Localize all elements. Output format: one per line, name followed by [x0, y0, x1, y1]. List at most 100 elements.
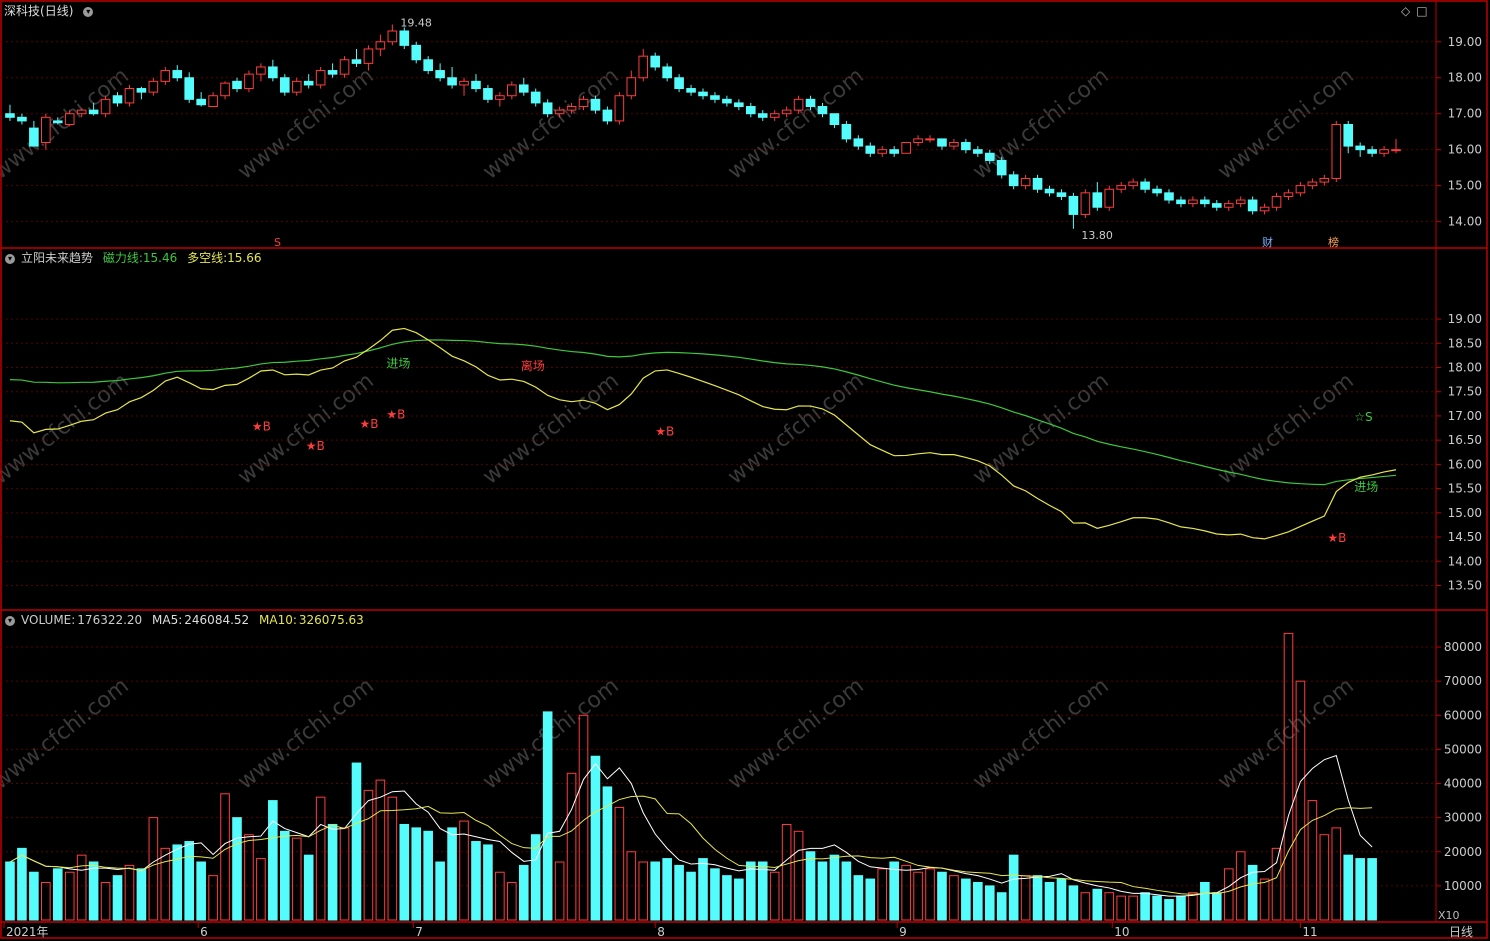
line2-label: 多空线:	[187, 251, 228, 265]
candle-body	[315, 70, 326, 86]
ma5-label: MA5:	[152, 613, 183, 627]
volume-bar	[829, 854, 840, 921]
volume-bar	[1295, 680, 1306, 921]
volume-bar	[1116, 895, 1127, 921]
candle-body	[17, 116, 27, 122]
watermark-text: www.cfchi.com	[1213, 673, 1358, 794]
line1-value: 15.46	[142, 251, 178, 265]
volume-label: VOLUME:	[21, 613, 76, 627]
volume-bar	[88, 861, 99, 921]
volume-bar	[76, 854, 87, 921]
volume-bar	[483, 844, 493, 921]
volume-bar	[495, 871, 505, 921]
candle-body	[1104, 188, 1115, 208]
signal-S: ☆S	[1354, 410, 1372, 424]
indicator-header: ▾ 立阳未来趋势 磁力线:15.46 多空线:15.66	[5, 251, 267, 265]
indicator-tick-label: 19.00	[1448, 312, 1482, 326]
volume-bar	[1092, 888, 1103, 921]
candle-body	[566, 106, 577, 111]
candle-body	[459, 80, 469, 86]
candlestick-series[interactable]	[5, 24, 1401, 229]
volume-bar	[1128, 895, 1138, 921]
volume-bar	[913, 871, 923, 921]
watermark-text: www.cfchi.com	[968, 673, 1113, 794]
x-tick-label: 10	[1114, 925, 1129, 939]
square-icon[interactable]: □	[1416, 4, 1428, 18]
candle-body	[925, 138, 935, 141]
volume-bar	[459, 820, 469, 921]
candle-body	[375, 41, 386, 50]
candle-body	[112, 95, 123, 104]
watermark-text: www.cfchi.com	[723, 673, 868, 794]
period-indicator[interactable]: 日线	[1449, 925, 1474, 939]
candle-body	[160, 70, 171, 82]
candle-body	[889, 149, 899, 154]
candle-body	[901, 141, 911, 154]
candle-body	[686, 88, 696, 93]
entry-exit-label: 离场	[521, 358, 545, 373]
volume-bar	[554, 861, 565, 921]
candle-body	[530, 91, 541, 104]
volume-bar	[626, 851, 637, 921]
diamond-icon[interactable]: ◇	[1401, 4, 1411, 18]
indicator-tick-label: 16.00	[1448, 457, 1482, 471]
cai-marker: 财	[1262, 235, 1273, 249]
low-price-label: 13.80	[1081, 229, 1113, 242]
candle-body	[1343, 124, 1354, 147]
top-right-icons: ◇ □	[1401, 4, 1434, 18]
price-tick-label: 18.00	[1448, 71, 1482, 85]
volume-bar	[17, 847, 27, 921]
candle-body	[1355, 145, 1365, 151]
volume-bars[interactable]	[5, 632, 1377, 921]
candle-body	[423, 59, 433, 72]
candle-body	[41, 116, 51, 143]
candle-body	[602, 109, 613, 122]
volume-bar	[435, 861, 445, 921]
volume-ma-5	[9, 754, 1373, 897]
candle-body	[148, 80, 159, 93]
candle-body	[100, 98, 111, 115]
axis-labels: 19.00 18.00 17.00 16.00 15.00 14.00 19.00 18.50…	[3, 35, 1482, 939]
candle-body	[1068, 195, 1079, 215]
indicator-menu-icon[interactable]: ▾	[5, 253, 15, 264]
bang-marker: 榜	[1328, 235, 1339, 249]
dropdown-icon[interactable]: ▾	[83, 6, 94, 17]
volume-bar	[184, 841, 195, 921]
candle-body	[996, 159, 1007, 176]
volume-bar	[268, 800, 278, 921]
candle-body	[638, 55, 649, 79]
volume-bar	[984, 885, 995, 921]
volume-bar	[64, 871, 75, 921]
x-tick-label: 9	[899, 925, 907, 939]
volume-bar	[256, 858, 266, 921]
price-tick-label: 16.00	[1448, 143, 1482, 157]
volume-bar	[411, 827, 422, 921]
candle-body	[124, 88, 135, 104]
volume-bar	[136, 868, 147, 921]
indicator-tick-label: 16.50	[1448, 433, 1482, 447]
volume-menu-icon[interactable]: ▾	[5, 615, 15, 626]
volume-tick-label: 30000	[1444, 811, 1482, 825]
volume-bar	[1056, 878, 1067, 921]
volume-bar	[387, 796, 398, 921]
candle-body	[471, 80, 481, 90]
candle-body	[196, 98, 206, 106]
candle-body	[578, 98, 589, 108]
candle-body	[1128, 181, 1138, 187]
price-tick-label: 14.00	[1448, 215, 1482, 229]
volume-bar	[423, 830, 433, 921]
volume-header: ▾ VOLUME: 176322.20 MA5: 246084.52 MA10: 326…	[5, 613, 370, 627]
candle-body	[447, 77, 457, 86]
volume-bar	[961, 878, 971, 921]
volume-unit: X10	[1438, 909, 1460, 922]
candle-body	[913, 138, 923, 143]
candle-body	[1235, 199, 1246, 205]
grid-lines	[1, 41, 1441, 887]
volume-bar	[901, 864, 911, 921]
candle-body	[841, 124, 852, 140]
volume-bar	[686, 871, 696, 921]
indicator-tick-label: 14.00	[1448, 554, 1482, 568]
candle-body	[507, 84, 517, 97]
